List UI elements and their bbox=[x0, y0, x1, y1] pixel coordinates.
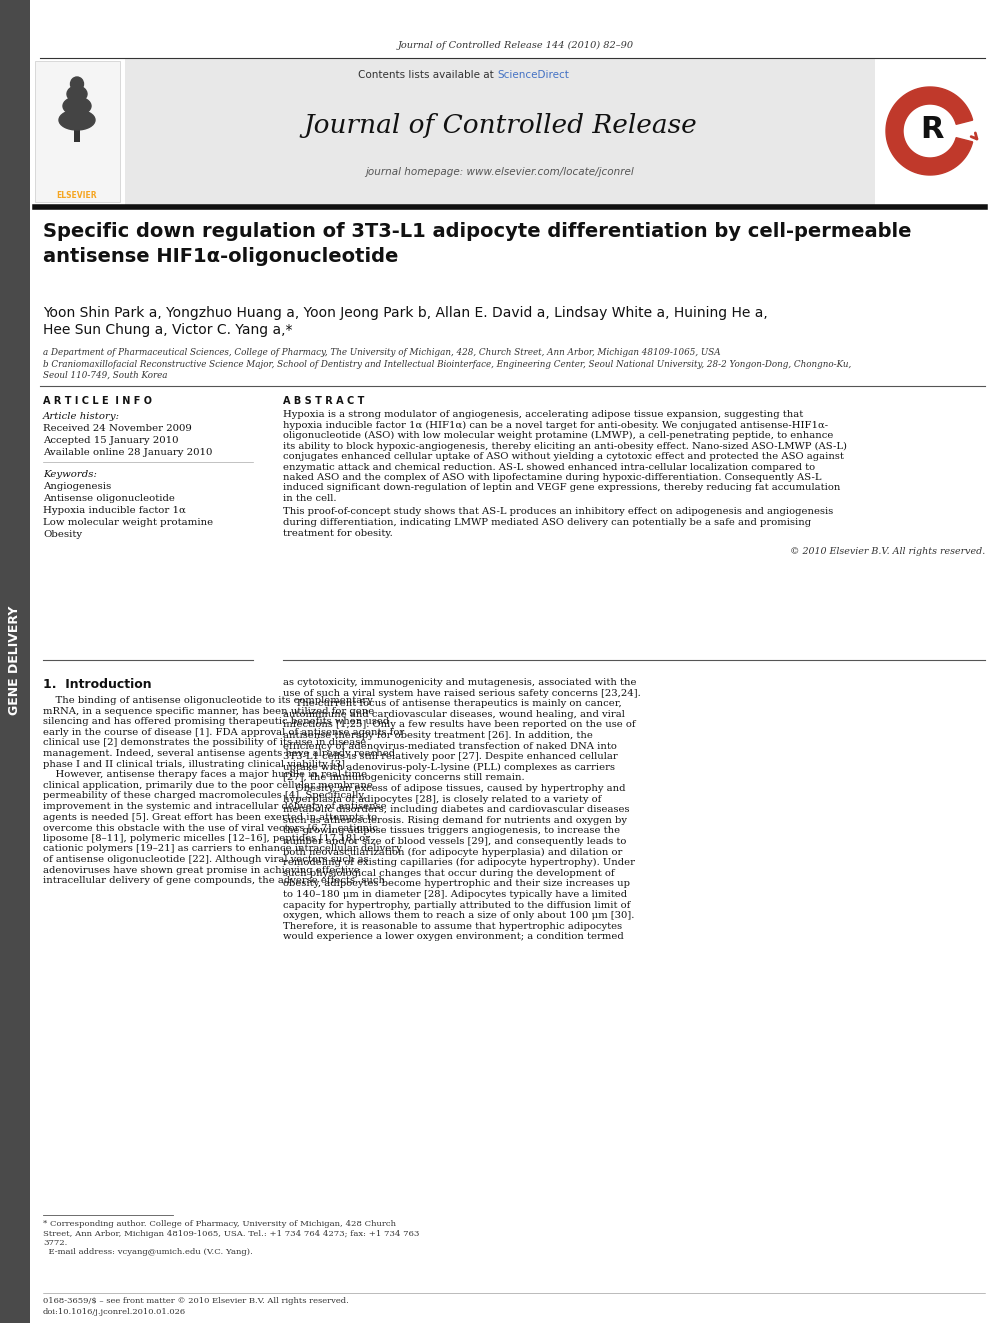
Bar bbox=[35, 61, 120, 202]
Text: Keywords:: Keywords: bbox=[43, 470, 97, 479]
Text: ELSEVIER: ELSEVIER bbox=[57, 191, 97, 200]
Text: liposome [8–11], polymeric micelles [12–16], peptides [17,18] or: liposome [8–11], polymeric micelles [12–… bbox=[43, 833, 370, 843]
Text: 0168-3659/$ – see front matter © 2010 Elsevier B.V. All rights reserved.: 0168-3659/$ – see front matter © 2010 El… bbox=[43, 1297, 349, 1304]
Text: * Corresponding author. College of Pharmacy, University of Michigan, 428 Church: * Corresponding author. College of Pharm… bbox=[43, 1220, 396, 1228]
Text: obesity, adipocytes become hypertrophic and their size increases up: obesity, adipocytes become hypertrophic … bbox=[283, 880, 630, 889]
Text: Received 24 November 2009: Received 24 November 2009 bbox=[43, 423, 191, 433]
Text: of antisense oligonucleotide [22]. Although viral vectors such as: of antisense oligonucleotide [22]. Altho… bbox=[43, 855, 369, 864]
Text: Article history:: Article history: bbox=[43, 411, 120, 421]
Text: Journal of Controlled Release 144 (2010) 82–90: Journal of Controlled Release 144 (2010)… bbox=[398, 41, 634, 49]
Text: induced significant down-regulation of leptin and VEGF gene expressions, thereby: induced significant down-regulation of l… bbox=[283, 483, 840, 492]
Text: a Department of Pharmaceutical Sciences, College of Pharmacy, The University of : a Department of Pharmaceutical Sciences,… bbox=[43, 348, 720, 357]
Text: hyperplasia of adipocytes [28], is closely related to a variety of: hyperplasia of adipocytes [28], is close… bbox=[283, 795, 601, 803]
Text: Obesity: Obesity bbox=[43, 531, 82, 538]
Text: Low molecular weight protamine: Low molecular weight protamine bbox=[43, 519, 213, 527]
Text: efficiency of adenovirus-mediated transfection of naked DNA into: efficiency of adenovirus-mediated transf… bbox=[283, 742, 617, 750]
Text: would experience a lower oxygen environment; a condition termed: would experience a lower oxygen environm… bbox=[283, 933, 624, 942]
Text: uptake with adenovirus-poly-L-lysine (PLL) complexes as carriers: uptake with adenovirus-poly-L-lysine (PL… bbox=[283, 763, 615, 771]
Text: agents is needed [5]. Great effort has been exerted in attempts to: agents is needed [5]. Great effort has b… bbox=[43, 812, 377, 822]
Text: permeability of these charged macromolecules [4]. Specifically,: permeability of these charged macromolec… bbox=[43, 791, 366, 800]
Text: A R T I C L E  I N F O: A R T I C L E I N F O bbox=[43, 396, 152, 406]
Text: A B S T R A C T: A B S T R A C T bbox=[283, 396, 364, 406]
Text: the growing adipose tissues triggers angiogenesis, to increase the: the growing adipose tissues triggers ang… bbox=[283, 827, 620, 835]
Text: Therefore, it is reasonable to assume that hypertrophic adipocytes: Therefore, it is reasonable to assume th… bbox=[283, 922, 622, 931]
Text: early in the course of disease [1]. FDA approval of antisense agents for: early in the course of disease [1]. FDA … bbox=[43, 728, 405, 737]
Text: overcome this obstacle with the use of viral vectors [6,7], cationic: overcome this obstacle with the use of v… bbox=[43, 823, 378, 832]
Text: 1.  Introduction: 1. Introduction bbox=[43, 677, 152, 691]
Text: Seoul 110-749, South Korea: Seoul 110-749, South Korea bbox=[43, 370, 168, 380]
Text: GENE DELIVERY: GENE DELIVERY bbox=[9, 606, 22, 714]
Text: Contents lists available at: Contents lists available at bbox=[358, 70, 497, 79]
Text: However, antisense therapy faces a major hurdle in real-time: However, antisense therapy faces a major… bbox=[43, 770, 367, 779]
Text: oxygen, which allows them to reach a size of only about 100 μm [30].: oxygen, which allows them to reach a siz… bbox=[283, 912, 634, 921]
Text: b Craniomaxillofacial Reconstructive Science Major, School of Dentistry and Inte: b Craniomaxillofacial Reconstructive Sci… bbox=[43, 360, 851, 369]
Text: Journal of Controlled Release: Journal of Controlled Release bbox=[304, 112, 696, 138]
Text: clinical use [2] demonstrates the possibility of its use in disease: clinical use [2] demonstrates the possib… bbox=[43, 738, 366, 747]
Text: improvement in the systemic and intracellular delivery of antisense: improvement in the systemic and intracel… bbox=[43, 802, 387, 811]
Bar bbox=[0, 0, 30, 1323]
Text: doi:10.1016/j.jconrel.2010.01.026: doi:10.1016/j.jconrel.2010.01.026 bbox=[43, 1308, 186, 1316]
Text: mRNA, in a sequence specific manner, has been utilized for gene: mRNA, in a sequence specific manner, has… bbox=[43, 706, 374, 716]
Bar bbox=[125, 58, 875, 205]
Text: Street, Ann Arbor, Michigan 48109-1065, USA. Tel.: +1 734 764 4273; fax: +1 734 : Street, Ann Arbor, Michigan 48109-1065, … bbox=[43, 1229, 420, 1237]
Text: intracellular delivery of gene compounds, the adverse effects, such: intracellular delivery of gene compounds… bbox=[43, 876, 385, 885]
Text: antisense therapy for obesity treatment [26]. In addition, the: antisense therapy for obesity treatment … bbox=[283, 732, 593, 740]
Text: journal homepage: www.elsevier.com/locate/jconrel: journal homepage: www.elsevier.com/locat… bbox=[366, 167, 634, 177]
Text: naked ASO and the complex of ASO with lipofectamine during hypoxic-differentiati: naked ASO and the complex of ASO with li… bbox=[283, 474, 821, 482]
Text: autoimmune and cardiovascular diseases, wound healing, and viral: autoimmune and cardiovascular diseases, … bbox=[283, 710, 625, 718]
Text: cationic polymers [19–21] as carriers to enhance intracellular delivery: cationic polymers [19–21] as carriers to… bbox=[43, 844, 402, 853]
Text: metabolic disorders, including diabetes and cardiovascular diseases: metabolic disorders, including diabetes … bbox=[283, 806, 630, 814]
Text: enzymatic attack and chemical reduction. AS-L showed enhanced intra-cellular loc: enzymatic attack and chemical reduction.… bbox=[283, 463, 815, 471]
Text: use of such a viral system have raised serious safety concerns [23,24].: use of such a viral system have raised s… bbox=[283, 688, 641, 697]
Text: in the cell.: in the cell. bbox=[283, 493, 336, 503]
Text: hypoxia inducible factor 1α (HIF1α) can be a novel target for anti-obesity. We c: hypoxia inducible factor 1α (HIF1α) can … bbox=[283, 421, 828, 430]
Text: during differentiation, indicating LMWP mediated ASO delivery can potentially be: during differentiation, indicating LMWP … bbox=[283, 519, 811, 527]
Text: to 140–180 μm in diameter [28]. Adipocytes typically have a limited: to 140–180 μm in diameter [28]. Adipocyt… bbox=[283, 890, 627, 900]
Text: ScienceDirect: ScienceDirect bbox=[497, 70, 568, 79]
Text: [27], the immunogenicity concerns still remain.: [27], the immunogenicity concerns still … bbox=[283, 774, 525, 782]
Ellipse shape bbox=[67, 86, 87, 102]
Bar bbox=[74, 124, 80, 142]
Text: phase I and II clinical trials, illustrating clinical viability [3].: phase I and II clinical trials, illustra… bbox=[43, 759, 348, 769]
Ellipse shape bbox=[59, 110, 95, 130]
Text: number and/or size of blood vessels [29], and consequently leads to: number and/or size of blood vessels [29]… bbox=[283, 837, 626, 845]
Text: remodeling of existing capillaries (for adipocyte hypertrophy). Under: remodeling of existing capillaries (for … bbox=[283, 859, 635, 868]
Text: such physiological changes that occur during the development of: such physiological changes that occur du… bbox=[283, 869, 615, 877]
Text: its ability to block hypoxic-angiogenesis, thereby eliciting an anti-obesity eff: its ability to block hypoxic-angiogenesi… bbox=[283, 442, 847, 451]
Text: both neovascularization (for adipocyte hyperplasia) and dilation or: both neovascularization (for adipocyte h… bbox=[283, 848, 622, 857]
Text: oligonucleotide (ASO) with low molecular weight protamine (LMWP), a cell-penetra: oligonucleotide (ASO) with low molecular… bbox=[283, 431, 833, 441]
Text: silencing and has offered promising therapeutic benefits when used: silencing and has offered promising ther… bbox=[43, 717, 389, 726]
Ellipse shape bbox=[63, 97, 91, 115]
Text: such as atherosclerosis. Rising demand for nutrients and oxygen by: such as atherosclerosis. Rising demand f… bbox=[283, 816, 627, 824]
Text: capacity for hypertrophy, partially attributed to the diffusion limit of: capacity for hypertrophy, partially attr… bbox=[283, 901, 630, 910]
Text: Hypoxia is a strong modulator of angiogenesis, accelerating adipose tissue expan: Hypoxia is a strong modulator of angioge… bbox=[283, 410, 804, 419]
Text: E-mail address: vcyang@umich.edu (V.C. Yang).: E-mail address: vcyang@umich.edu (V.C. Y… bbox=[43, 1249, 253, 1257]
Text: as cytotoxicity, immunogenicity and mutagenesis, associated with the: as cytotoxicity, immunogenicity and muta… bbox=[283, 677, 637, 687]
Text: Antisense oligonucleotide: Antisense oligonucleotide bbox=[43, 493, 175, 503]
Text: Available online 28 January 2010: Available online 28 January 2010 bbox=[43, 448, 212, 456]
Text: © 2010 Elsevier B.V. All rights reserved.: © 2010 Elsevier B.V. All rights reserved… bbox=[790, 546, 985, 556]
Polygon shape bbox=[886, 87, 972, 175]
Text: adenoviruses have shown great promise in achieving effective: adenoviruses have shown great promise in… bbox=[43, 865, 360, 875]
Text: Specific down regulation of 3T3-L1 adipocyte differentiation by cell-permeable
a: Specific down regulation of 3T3-L1 adipo… bbox=[43, 222, 912, 266]
Text: Angiogenesis: Angiogenesis bbox=[43, 482, 111, 491]
Text: conjugates enhanced cellular uptake of ASO without yielding a cytotoxic effect a: conjugates enhanced cellular uptake of A… bbox=[283, 452, 844, 460]
Ellipse shape bbox=[70, 77, 83, 91]
Text: The current focus of antisense therapeutics is mainly on cancer,: The current focus of antisense therapeut… bbox=[283, 699, 622, 708]
Text: Accepted 15 January 2010: Accepted 15 January 2010 bbox=[43, 437, 179, 445]
Text: clinical application, primarily due to the poor cellular membrane: clinical application, primarily due to t… bbox=[43, 781, 373, 790]
Text: 3772.: 3772. bbox=[43, 1240, 67, 1248]
Text: Hee Sun Chung a, Victor C. Yang a,*: Hee Sun Chung a, Victor C. Yang a,* bbox=[43, 323, 293, 337]
Text: Hypoxia inducible factor 1α: Hypoxia inducible factor 1α bbox=[43, 505, 186, 515]
Text: treatment for obesity.: treatment for obesity. bbox=[283, 528, 393, 537]
Text: infections [1,25]. Only a few results have been reported on the use of: infections [1,25]. Only a few results ha… bbox=[283, 721, 636, 729]
Text: The binding of antisense oligonucleotide to its complementary: The binding of antisense oligonucleotide… bbox=[43, 696, 373, 705]
Text: Obesity, an excess of adipose tissues, caused by hypertrophy and: Obesity, an excess of adipose tissues, c… bbox=[283, 785, 626, 792]
Text: 3T3-L1 cells is still relatively poor [27]. Despite enhanced cellular: 3T3-L1 cells is still relatively poor [2… bbox=[283, 753, 618, 761]
Text: management. Indeed, several antisense agents have already reached: management. Indeed, several antisense ag… bbox=[43, 749, 395, 758]
Text: R: R bbox=[921, 115, 943, 143]
Text: This proof-of-concept study shows that AS-L produces an inhibitory effect on adi: This proof-of-concept study shows that A… bbox=[283, 508, 833, 516]
Text: Yoon Shin Park a, Yongzhuo Huang a, Yoon Jeong Park b, Allan E. David a, Lindsay: Yoon Shin Park a, Yongzhuo Huang a, Yoon… bbox=[43, 306, 768, 320]
